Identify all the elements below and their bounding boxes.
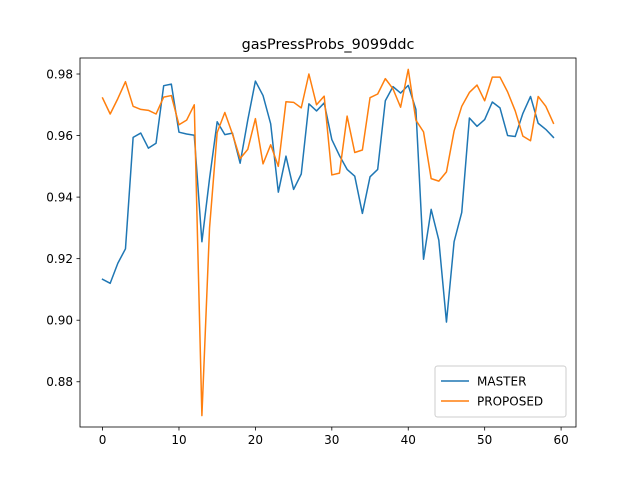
x-tick-label: 40 <box>401 433 416 447</box>
y-tick-label: 0.94 <box>46 190 73 204</box>
y-tick-label: 0.98 <box>46 67 73 81</box>
series-line-proposed <box>101 68 555 417</box>
legend-label-master: MASTER <box>477 374 526 388</box>
legend-box <box>434 365 567 418</box>
series-line-master <box>101 80 555 323</box>
legend-label-proposed: PROPOSED <box>477 394 543 408</box>
y-axis-ticks: 0.88 0.90 0.92 0.94 0.96 0.98 <box>46 67 80 389</box>
x-tick-label: 50 <box>477 433 492 447</box>
x-tick-label: 10 <box>171 433 186 447</box>
x-tick-label: 30 <box>324 433 339 447</box>
x-tick-label: 60 <box>553 433 568 447</box>
axes-frame <box>79 57 577 428</box>
y-tick-label: 0.90 <box>46 314 73 328</box>
chart-title: gasPressProbs_9099ddc <box>242 37 415 53</box>
x-tick-label: 0 <box>99 433 107 447</box>
y-tick-label: 0.92 <box>46 252 73 266</box>
y-tick-label: 0.96 <box>46 129 73 143</box>
x-axis-ticks: 0 10 20 30 40 50 60 <box>99 427 569 447</box>
series-layer <box>101 68 555 417</box>
legend: MASTER PROPOSED <box>434 365 567 418</box>
y-tick-label: 0.88 <box>46 375 73 389</box>
x-tick-label: 20 <box>248 433 263 447</box>
